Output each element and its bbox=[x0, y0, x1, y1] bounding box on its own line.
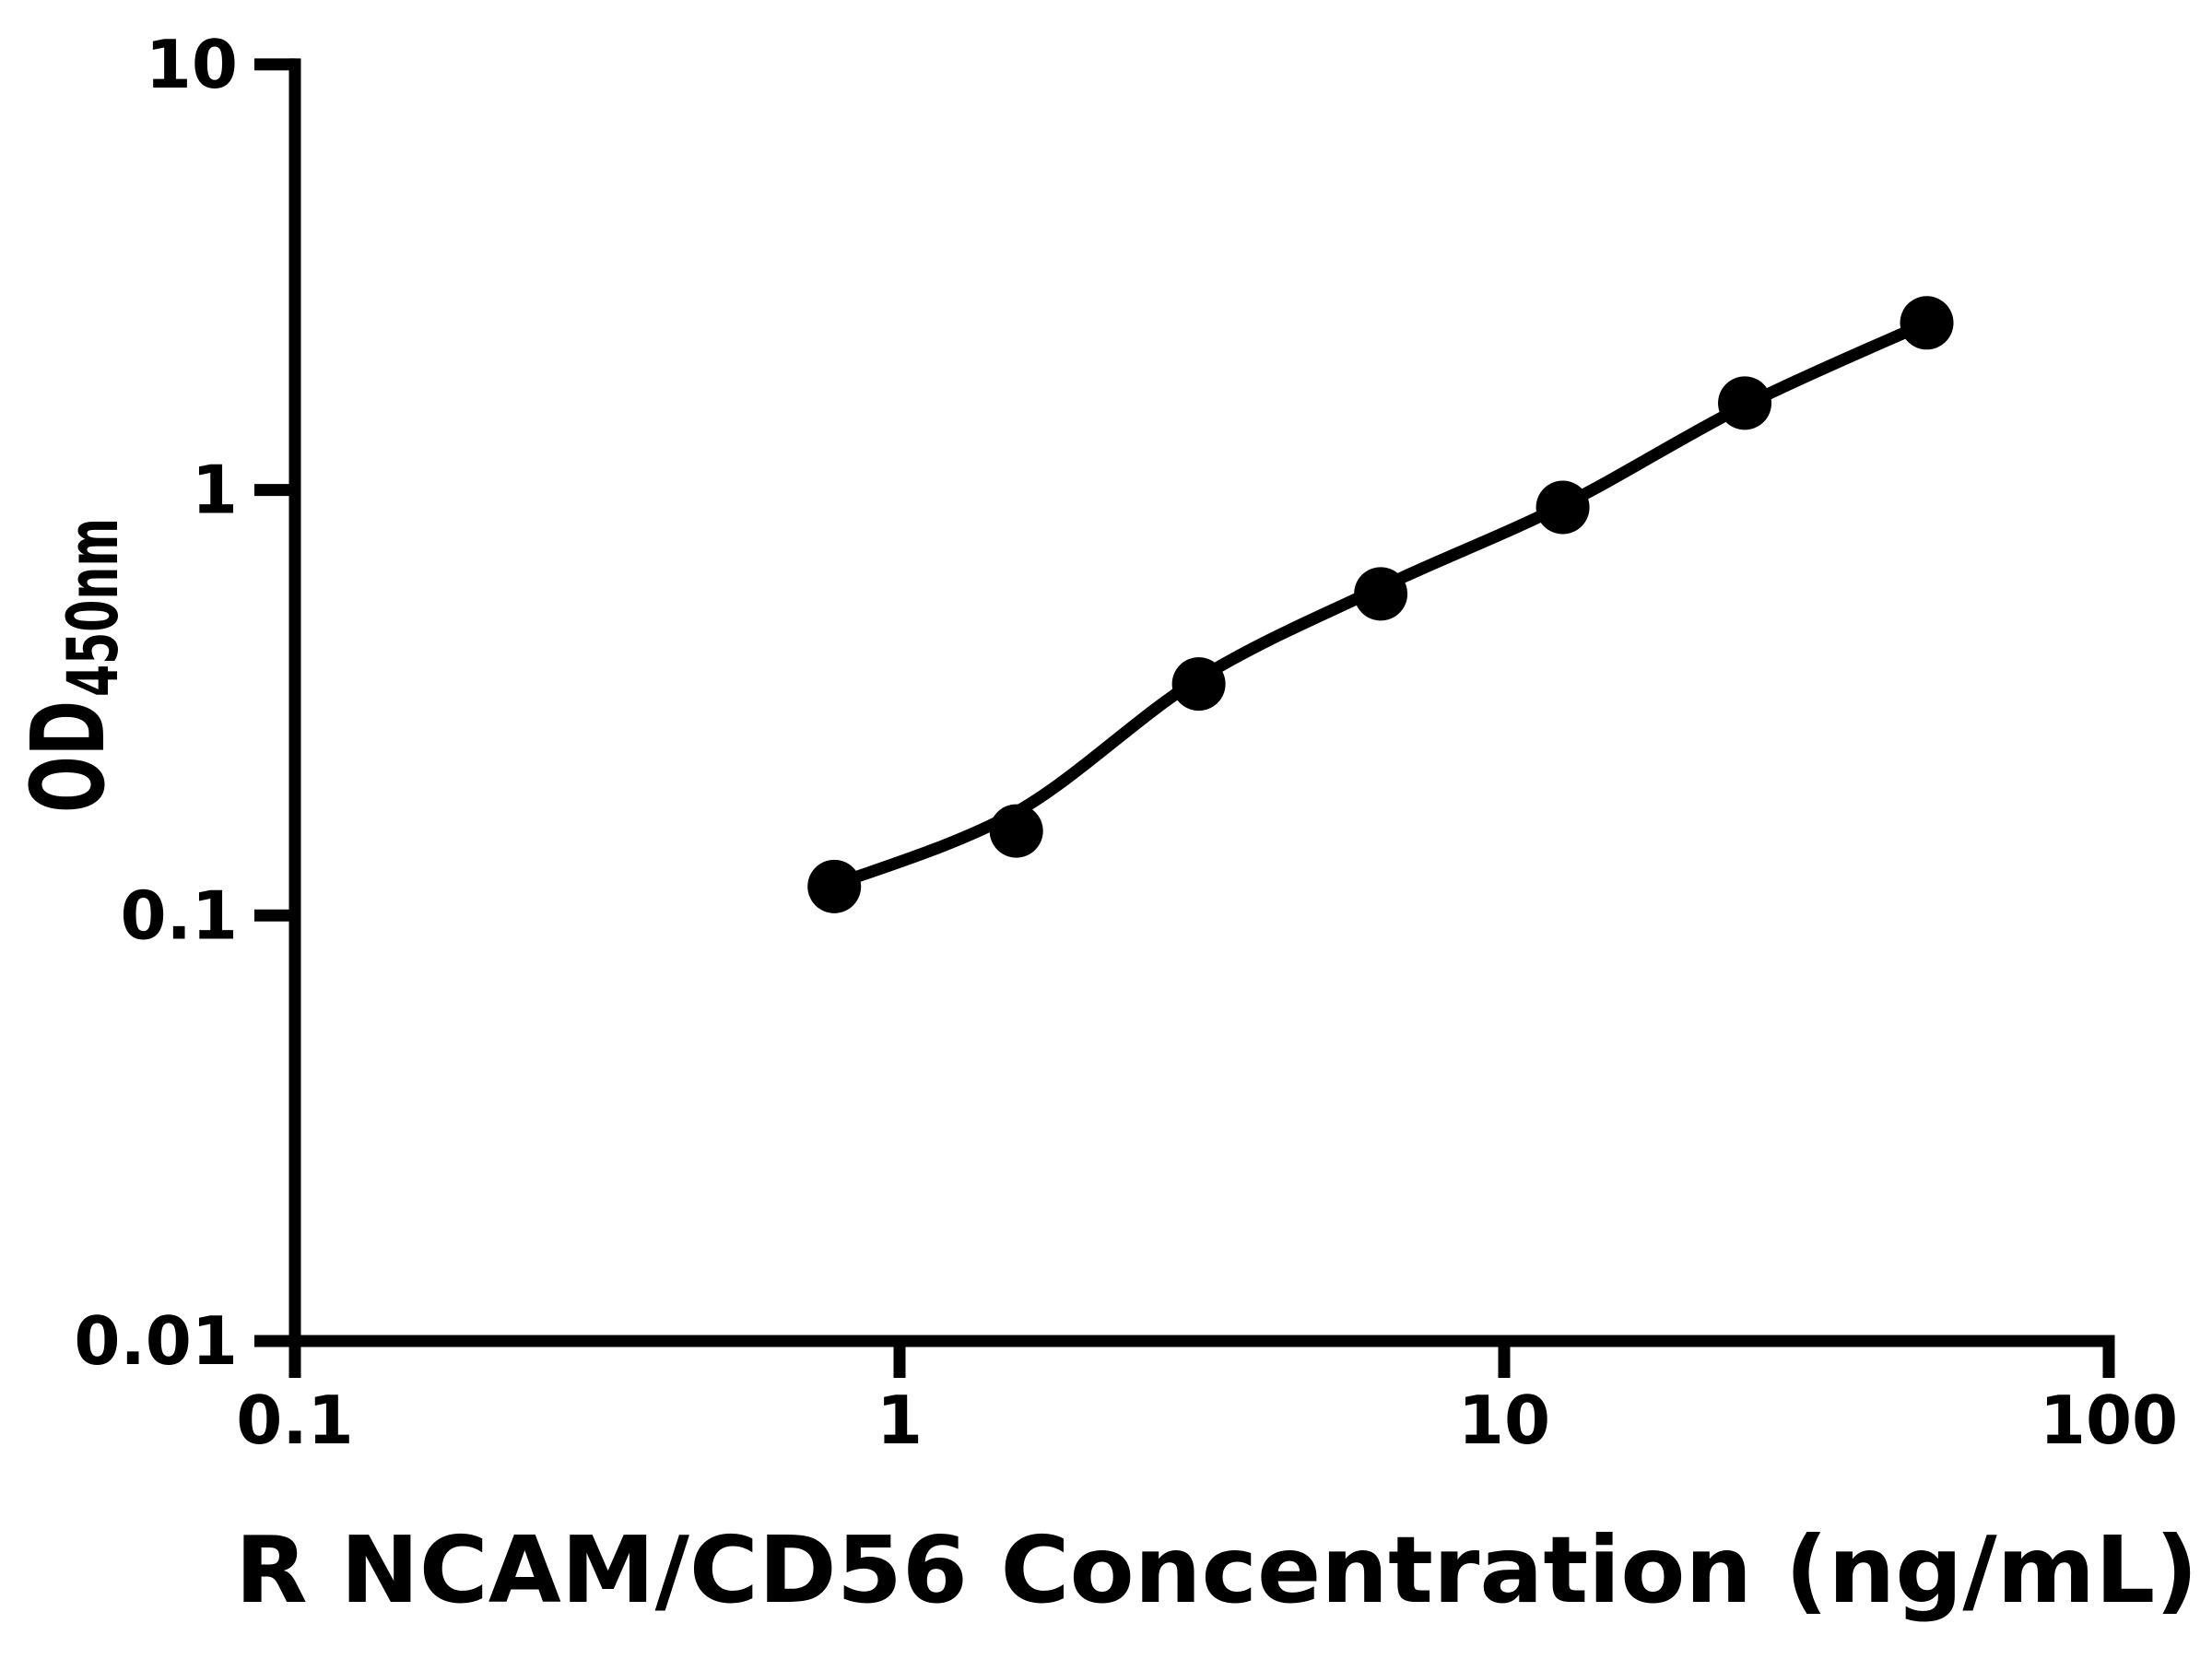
y-tick-label: 0.01 bbox=[74, 1302, 238, 1380]
x-tick-label: 1 bbox=[877, 1382, 923, 1459]
y-tick-label: 0.1 bbox=[120, 877, 238, 954]
data-point bbox=[989, 804, 1043, 858]
data-point bbox=[807, 859, 862, 913]
data-point bbox=[1354, 567, 1408, 621]
data-point bbox=[1535, 480, 1590, 535]
y-tick-label: 1 bbox=[192, 452, 238, 529]
y-tick-label: 10 bbox=[146, 26, 238, 103]
x-tick-label: 10 bbox=[1458, 1382, 1550, 1459]
x-tick-label: 0.1 bbox=[236, 1382, 354, 1459]
x-axis-title: R NCAM/CD56 Concentration (ng/mL) bbox=[235, 1516, 2198, 1624]
data-point bbox=[1718, 376, 1772, 430]
axes bbox=[254, 58, 2115, 1378]
data-point bbox=[1171, 657, 1226, 712]
data-layer bbox=[807, 296, 1954, 913]
data-point bbox=[1900, 296, 1954, 350]
y-axis-title-subscript: 450nm bbox=[52, 518, 134, 697]
y-axis-title-main: OD bbox=[9, 700, 127, 813]
axis-ticks bbox=[254, 58, 2115, 1378]
x-tick-label: 100 bbox=[2040, 1382, 2178, 1459]
